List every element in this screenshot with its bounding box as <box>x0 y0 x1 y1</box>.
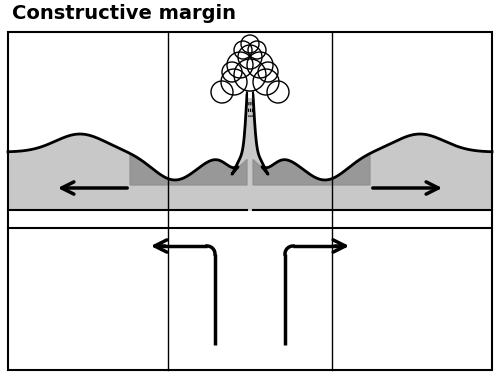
Circle shape <box>241 35 259 53</box>
Circle shape <box>234 41 252 59</box>
Circle shape <box>222 62 242 82</box>
Polygon shape <box>253 153 370 185</box>
Circle shape <box>267 81 289 103</box>
Circle shape <box>221 69 247 95</box>
Circle shape <box>234 59 266 91</box>
Circle shape <box>248 41 266 59</box>
Polygon shape <box>8 87 492 210</box>
Text: Constructive margin: Constructive margin <box>12 4 236 23</box>
Circle shape <box>238 45 262 69</box>
Polygon shape <box>130 153 247 185</box>
Circle shape <box>247 52 273 78</box>
Circle shape <box>253 69 279 95</box>
Circle shape <box>227 52 253 78</box>
Polygon shape <box>247 92 253 97</box>
Circle shape <box>258 62 278 82</box>
Circle shape <box>211 81 233 103</box>
